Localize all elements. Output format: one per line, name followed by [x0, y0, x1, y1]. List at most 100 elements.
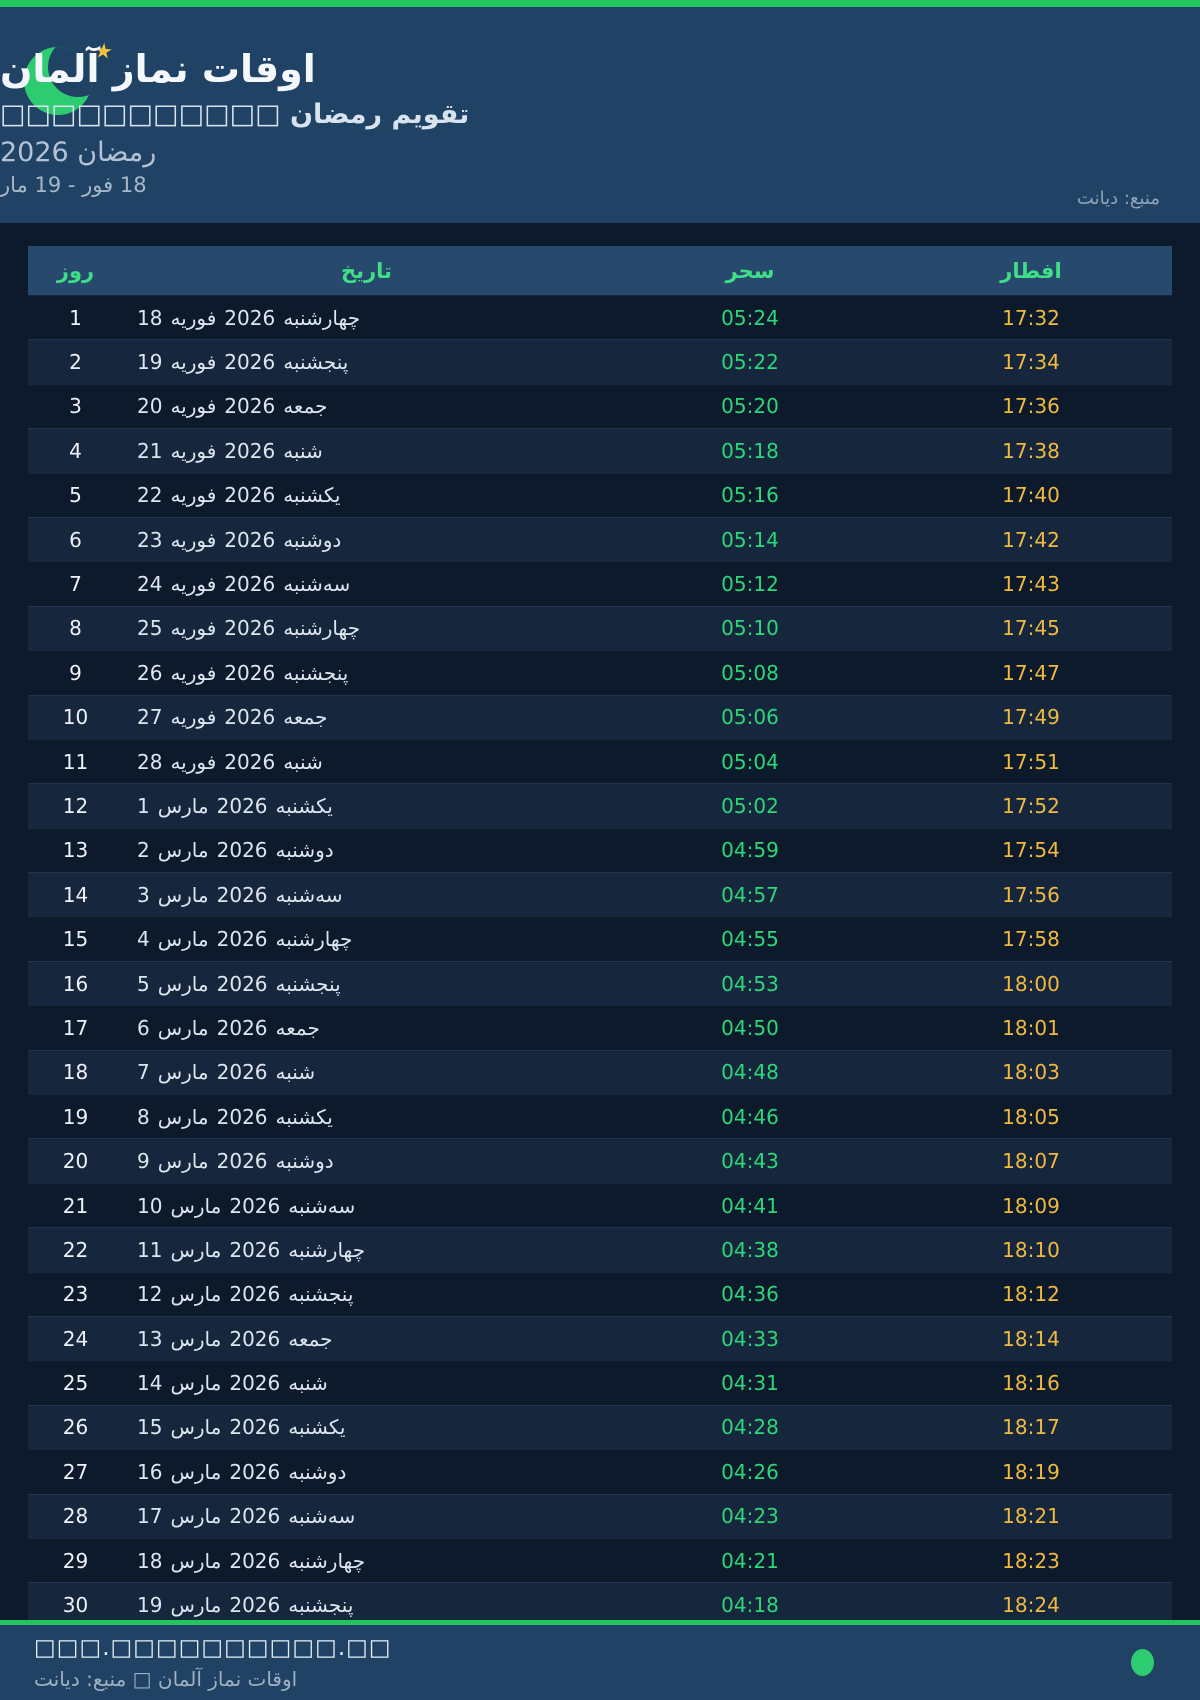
suhoor-time-cell: 04:53: [721, 971, 779, 996]
day-number-cell: 7: [69, 572, 82, 597]
table-body: 1 18 فوریه 2026 چهارشنبه 05:24 17:32 2 19 فوریه 20…: [28, 295, 1172, 1628]
table-header-row: روز تاریخ سحر افطار: [28, 246, 1172, 295]
day-number-cell: 27: [62, 1459, 89, 1484]
date-cell: 25 فوریه 2026 چهارشنبه: [137, 616, 361, 641]
page-header: ★ اوقات نماز آلمان تقویم رمضان □□□□□□□□□…: [0, 7, 1200, 223]
date-cell: 22 فوریه 2026 یکشنبه: [137, 483, 341, 508]
page-footer: □□□.□□□□□□□□□□.□□ اوقات نماز آلمان □ منب…: [0, 1620, 1200, 1700]
suhoor-time-cell: 05:22: [721, 350, 779, 375]
table-row: 16 5 مارس 2026 پنجشنبه 04:53 18:00: [28, 960, 1172, 1006]
day-number-cell: 6: [69, 527, 82, 552]
day-number-cell: 19: [62, 1104, 89, 1129]
date-cell: 21 فوریه 2026 شنبه: [137, 438, 323, 463]
iftar-time-cell: 18:05: [1002, 1104, 1060, 1129]
table-row: 9 26 فوریه 2026 پنجشنبه 05:08 17:47: [28, 650, 1172, 694]
suhoor-time-cell: 04:48: [721, 1060, 779, 1085]
suhoor-time-cell: 05:12: [721, 572, 779, 597]
table-row: 17 6 مارس 2026 جمعه 04:50 18:01: [28, 1005, 1172, 1049]
date-cell: 17 مارس 2026 سه‌شنبه: [137, 1504, 356, 1529]
iftar-time-cell: 17:49: [1002, 705, 1060, 730]
suhoor-time-cell: 05:24: [721, 305, 779, 330]
day-number-cell: 20: [62, 1149, 89, 1174]
table-row: 11 28 فوریه 2026 شنبه 05:04 17:51: [28, 738, 1172, 783]
day-number-cell: 21: [62, 1193, 89, 1218]
day-number-cell: 25: [62, 1371, 89, 1396]
day-number-cell: 22: [62, 1237, 89, 1262]
date-cell: 8 مارس 2026 یکشنبه: [137, 1104, 333, 1129]
suhoor-time-cell: 04:59: [721, 838, 779, 863]
suhoor-time-cell: 04:55: [721, 927, 779, 952]
iftar-time-cell: 18:16: [1002, 1371, 1060, 1396]
iftar-time-cell: 18:21: [1002, 1504, 1060, 1529]
day-number-cell: 4: [69, 438, 82, 463]
page-subtitle: تقویم رمضان □□□□□□□□□□□: [0, 99, 470, 130]
suhoor-time-cell: 04:18: [721, 1593, 779, 1618]
date-cell: 3 مارس 2026 سه‌شنبه: [137, 882, 343, 907]
top-accent-bar: [0, 0, 1200, 7]
day-number-cell: 16: [62, 971, 89, 996]
iftar-time-cell: 17:32: [1002, 305, 1060, 330]
date-cell: 20 فوریه 2026 جمعه: [137, 394, 328, 419]
iftar-time-cell: 17:58: [1002, 927, 1060, 952]
table-row: 8 25 فوریه 2026 چهارشنبه 05:10 17:45: [28, 605, 1172, 651]
date-cell: 28 فوریه 2026 شنبه: [137, 749, 323, 774]
date-cell: 13 مارس 2026 جمعه: [137, 1326, 333, 1351]
day-number-cell: 14: [62, 882, 89, 907]
iftar-time-cell: 18:23: [1002, 1548, 1060, 1573]
date-cell: 5 مارس 2026 پنجشنبه: [137, 971, 341, 996]
suhoor-time-cell: 04:38: [721, 1237, 779, 1262]
date-cell: 11 مارس 2026 چهارشنبه: [137, 1237, 366, 1262]
iftar-time-cell: 18:17: [1002, 1415, 1060, 1440]
season-label: رمضان 2026: [0, 137, 157, 168]
table-row: 23 12 مارس 2026 پنجشنبه 04:36 18:12: [28, 1271, 1172, 1316]
crescent-moon-icon: [24, 47, 92, 115]
iftar-time-cell: 17:47: [1002, 660, 1060, 685]
day-number-cell: 12: [62, 793, 89, 818]
table-row: 3 20 فوریه 2026 جمعه 05:20 17:36: [28, 383, 1172, 428]
date-cell: 18 فوریه 2026 چهارشنبه: [137, 305, 361, 330]
table-row: 7 24 فوریه 2026 سه‌شنبه 05:12 17:43: [28, 561, 1172, 605]
suhoor-time-cell: 04:57: [721, 882, 779, 907]
date-cell: 15 مارس 2026 یکشنبه: [137, 1415, 346, 1440]
footer-url: □□□.□□□□□□□□□□.□□: [34, 1635, 392, 1661]
suhoor-time-cell: 04:21: [721, 1548, 779, 1573]
suhoor-time-cell: 05:16: [721, 483, 779, 508]
date-cell: 14 مارس 2026 شنبه: [137, 1371, 328, 1396]
day-number-cell: 2: [69, 350, 82, 375]
day-number-cell: 9: [69, 660, 82, 685]
date-cell: 9 مارس 2026 دوشنبه: [137, 1149, 334, 1174]
table-row: 21 10 مارس 2026 سه‌شنبه 04:41 18:09: [28, 1182, 1172, 1227]
day-number-cell: 3: [69, 394, 82, 419]
iftar-time-cell: 17:36: [1002, 394, 1060, 419]
iftar-time-cell: 17:40: [1002, 483, 1060, 508]
suhoor-time-cell: 05:04: [721, 749, 779, 774]
suhoor-time-cell: 04:28: [721, 1415, 779, 1440]
date-cell: 27 فوریه 2026 جمعه: [137, 705, 328, 730]
suhoor-time-cell: 04:26: [721, 1459, 779, 1484]
iftar-time-cell: 18:19: [1002, 1459, 1060, 1484]
date-range-label: 18 فور - 19 مار: [0, 173, 147, 197]
suhoor-time-cell: 05:10: [721, 616, 779, 641]
iftar-time-cell: 17:52: [1002, 793, 1060, 818]
table-row: 5 22 فوریه 2026 یکشنبه 05:16 17:40: [28, 472, 1172, 517]
table-row: 1 18 فوریه 2026 چهارشنبه 05:24 17:32: [28, 295, 1172, 339]
suhoor-time-cell: 04:33: [721, 1326, 779, 1351]
suhoor-time-cell: 05:08: [721, 660, 779, 685]
table-row: 12 1 مارس 2026 یکشنبه 05:02 17:52: [28, 783, 1172, 828]
day-number-cell: 24: [62, 1326, 89, 1351]
day-number-cell: 15: [62, 927, 89, 952]
iftar-time-cell: 18:03: [1002, 1060, 1060, 1085]
iftar-time-cell: 18:14: [1002, 1326, 1060, 1351]
suhoor-time-cell: 05:18: [721, 438, 779, 463]
column-header-date: تاریخ: [341, 258, 392, 283]
iftar-time-cell: 18:00: [1002, 971, 1060, 996]
table-row: 15 4 مارس 2026 چهارشنبه 04:55 17:58: [28, 916, 1172, 960]
iftar-time-cell: 18:09: [1002, 1193, 1060, 1218]
iftar-time-cell: 17:38: [1002, 438, 1060, 463]
date-cell: 2 مارس 2026 دوشنبه: [137, 838, 334, 863]
suhoor-time-cell: 05:20: [721, 394, 779, 419]
iftar-time-cell: 17:51: [1002, 749, 1060, 774]
day-number-cell: 26: [62, 1415, 89, 1440]
column-header-day: روز: [56, 258, 95, 283]
table-row: 24 13 مارس 2026 جمعه 04:33 18:14: [28, 1315, 1172, 1361]
